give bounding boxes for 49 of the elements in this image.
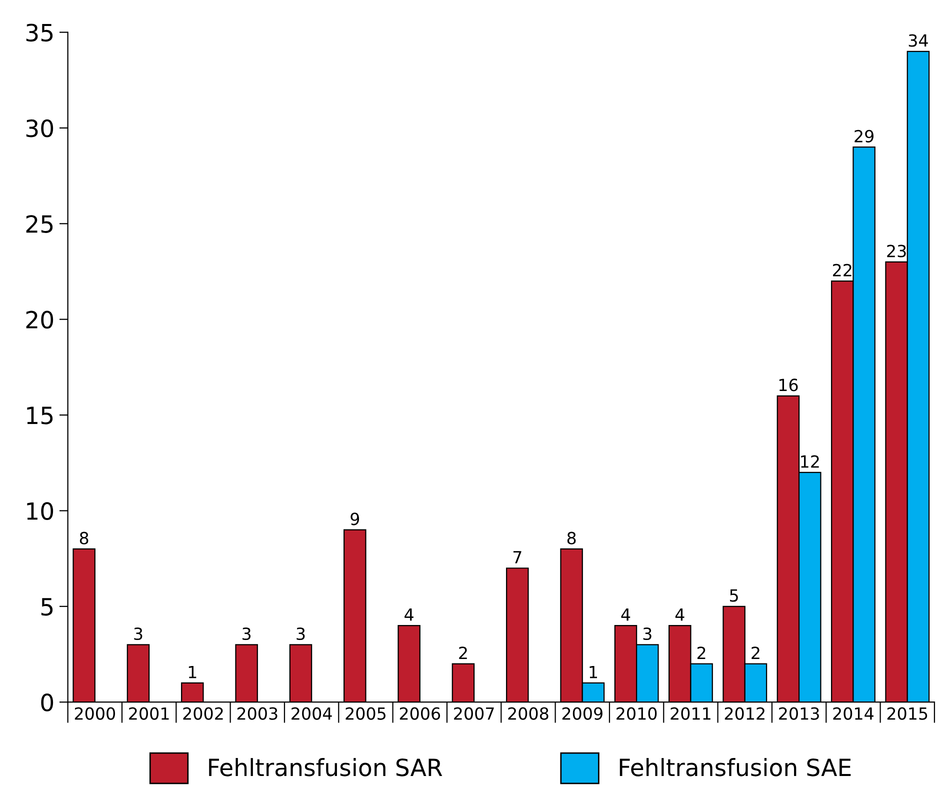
y-tick-label: 10 [27, 502, 54, 520]
x-tick-label: 2008 [508, 707, 548, 720]
y-tick-label: 15 [27, 406, 53, 424]
x-tick-label: 2015 [887, 707, 928, 720]
x-tick-label: 2013 [779, 707, 819, 720]
data-label: 4 [404, 608, 414, 621]
data-label: 1 [590, 666, 597, 678]
x-tick-label: 2014 [833, 707, 874, 720]
data-label: 8 [567, 532, 576, 544]
x-tick-label: 2009 [562, 707, 602, 720]
y-tick-label: 25 [26, 215, 53, 233]
x-tick-label: 2007 [454, 707, 494, 720]
x-tick-label: 2000 [74, 707, 116, 720]
x-tick-label: 2002 [183, 707, 223, 720]
x-tick-label: 2006 [400, 707, 440, 720]
data-label: 3 [296, 627, 305, 640]
data-label: 3 [643, 627, 652, 640]
y-tick-label: 0 [41, 694, 54, 712]
legend-label: Fehltransfusion SAR [209, 758, 442, 776]
x-tick-label: 2005 [346, 707, 386, 720]
legend-label: Fehltransfusion SAE [620, 758, 851, 776]
x-tick-label: 2011 [670, 707, 710, 720]
data-label: 4 [675, 608, 684, 621]
data-label: 8 [80, 532, 88, 544]
data-label: 29 [854, 130, 874, 142]
y-tick-label: 30 [26, 119, 54, 138]
y-tick-label: 20 [26, 310, 54, 329]
data-label: 9 [350, 512, 360, 526]
x-tick-label: 2010 [616, 707, 657, 720]
data-label: 7 [513, 551, 522, 564]
data-label: 34 [908, 34, 928, 47]
data-label: 1 [188, 666, 196, 678]
data-label: 23 [887, 244, 906, 258]
x-tick-label: 2003 [237, 707, 278, 720]
y-tick-label: 5 [41, 598, 53, 616]
data-label: 12 [801, 455, 819, 468]
x-tick-label: 2004 [292, 707, 332, 720]
x-tick-label: 2012 [724, 707, 764, 720]
y-tick-label: 35 [26, 24, 53, 42]
data-label: 22 [833, 264, 852, 276]
data-label: 3 [134, 627, 142, 640]
data-label: 2 [459, 646, 467, 659]
data-label: 16 [779, 378, 798, 392]
data-label: 4 [621, 608, 630, 621]
data-label: 2 [697, 646, 706, 659]
data-label: 3 [242, 627, 251, 640]
data-label: 2 [752, 646, 760, 659]
x-tick-label: 2001 [129, 707, 169, 720]
data-label: 5 [730, 589, 738, 602]
